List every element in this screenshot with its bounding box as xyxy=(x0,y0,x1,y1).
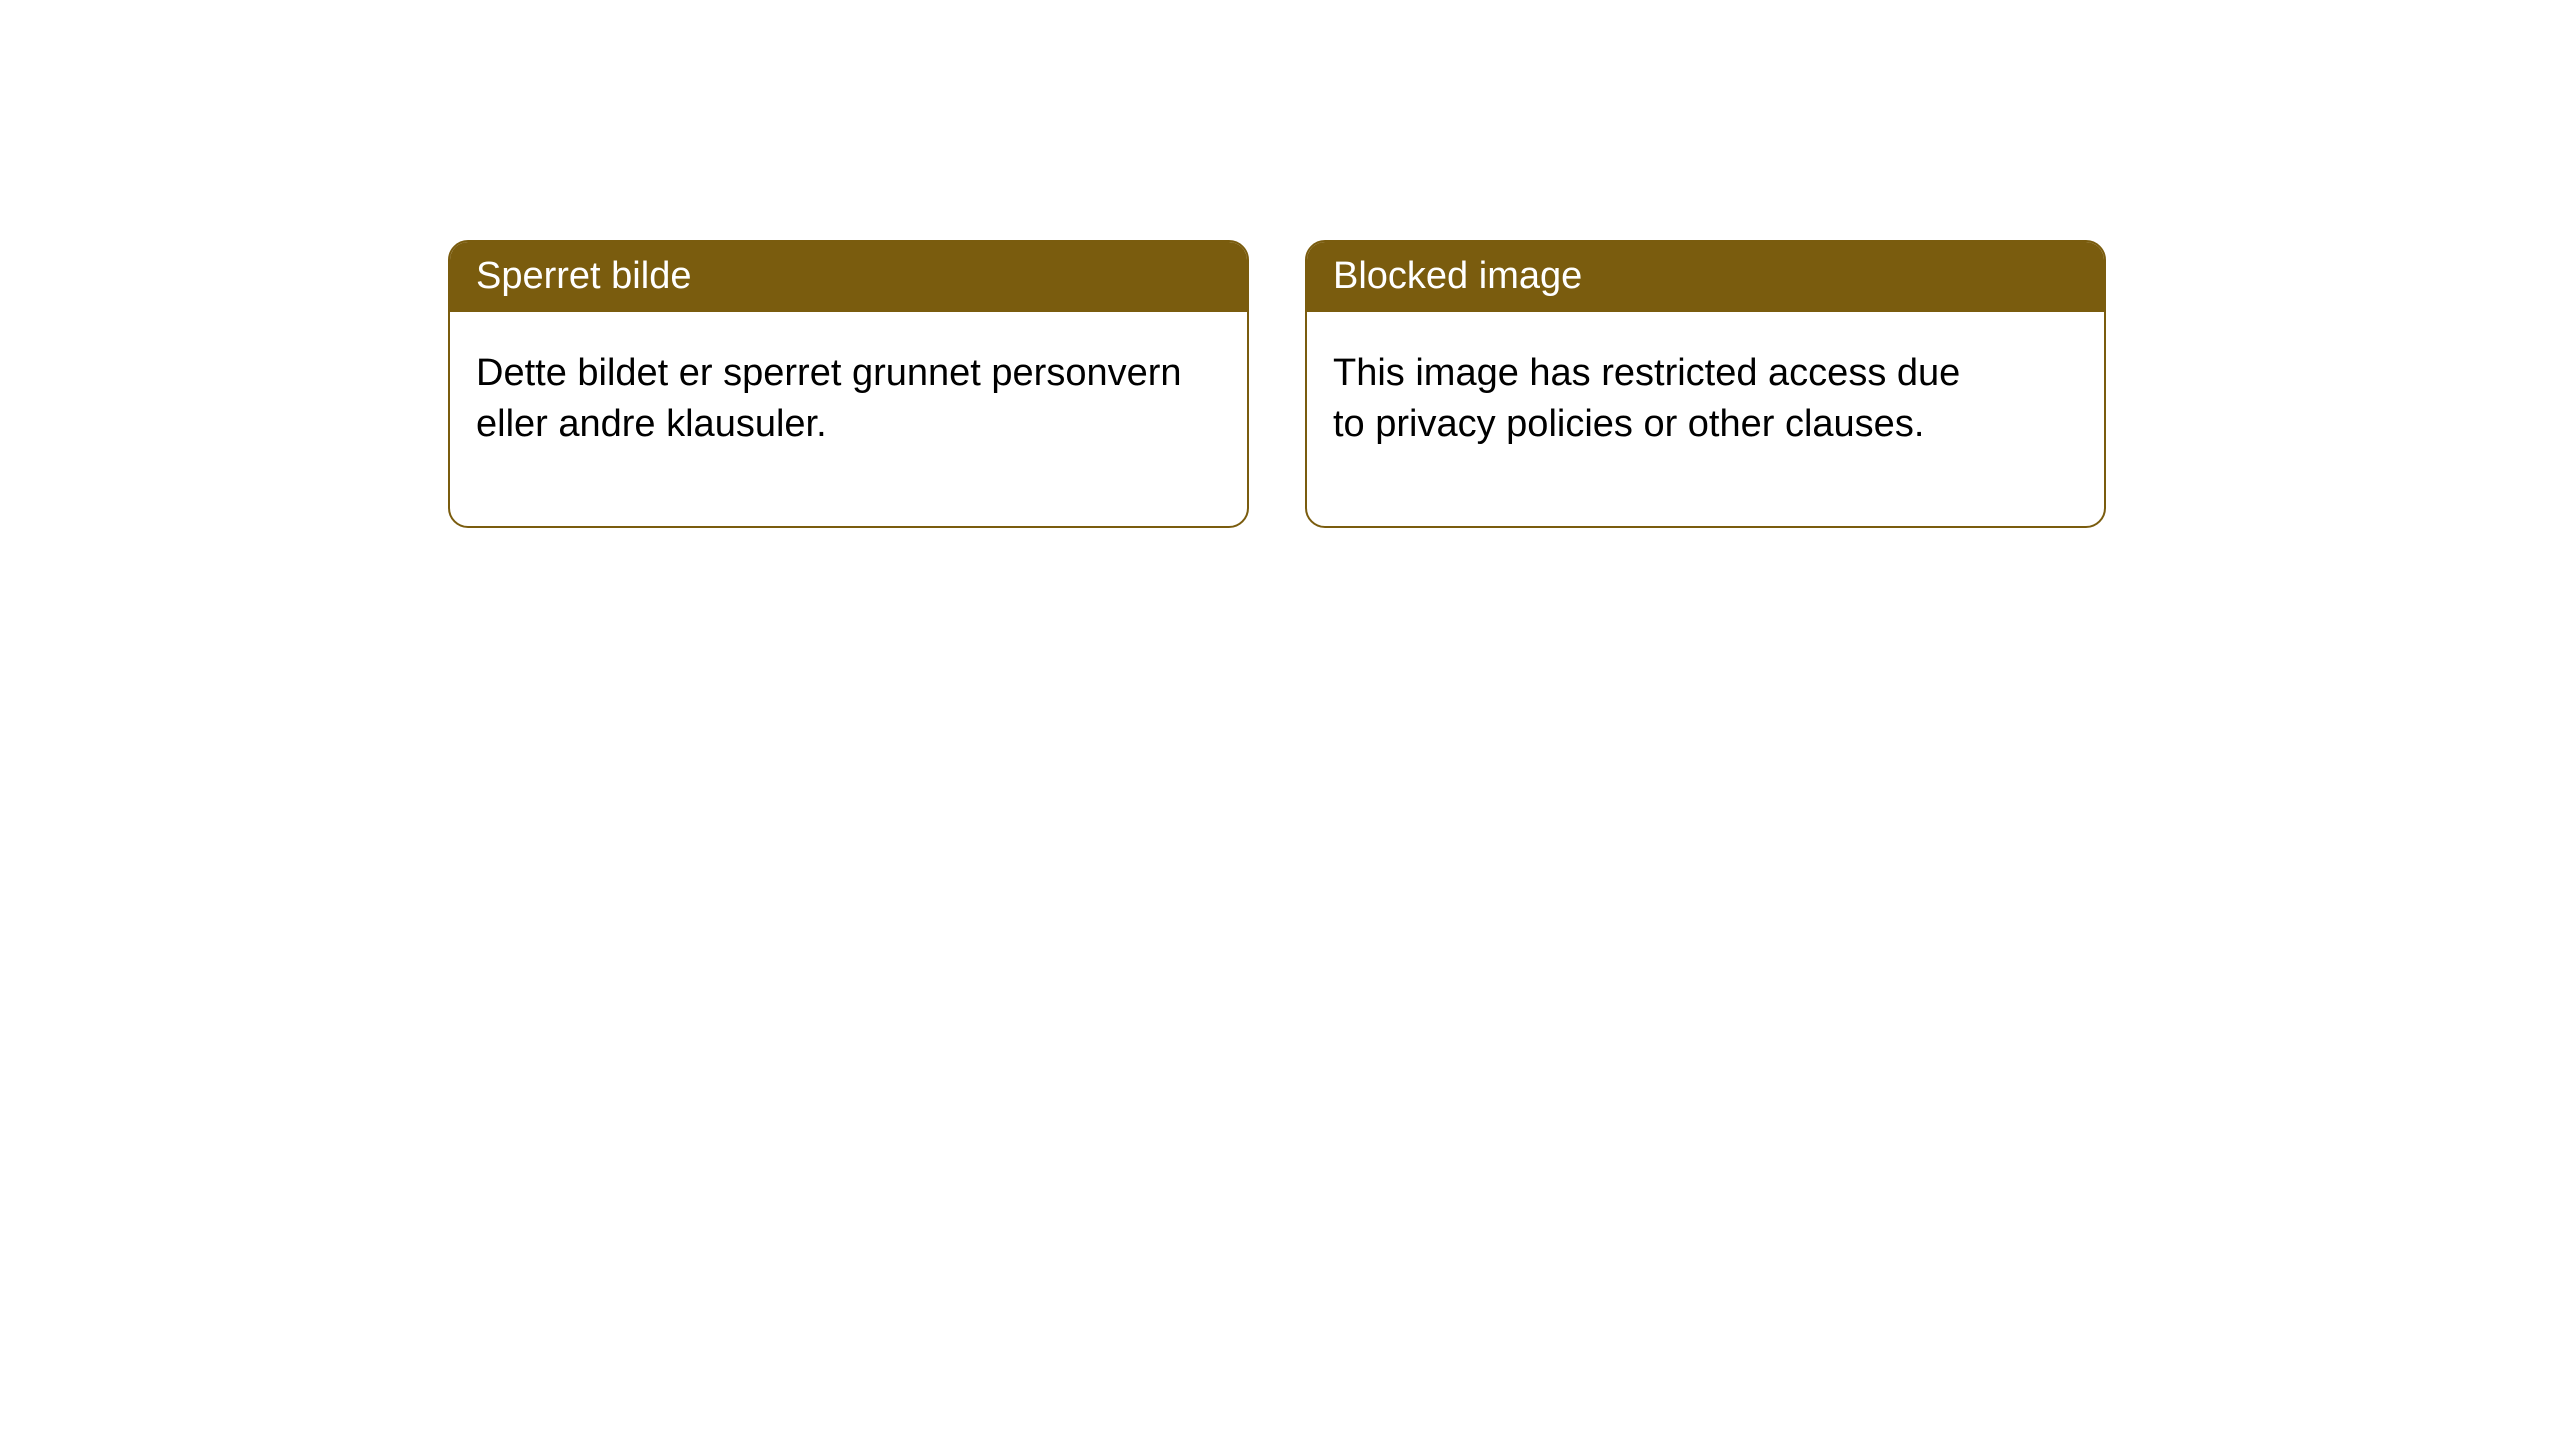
notice-title-no: Sperret bilde xyxy=(450,242,1247,312)
notice-box-english: Blocked image This image has restricted … xyxy=(1305,240,2106,528)
notice-container: Sperret bilde Dette bildet er sperret gr… xyxy=(0,0,2560,528)
notice-body-no: Dette bildet er sperret grunnet personve… xyxy=(450,312,1247,527)
notice-title-en: Blocked image xyxy=(1307,242,2104,312)
notice-box-norwegian: Sperret bilde Dette bildet er sperret gr… xyxy=(448,240,1249,528)
notice-body-en: This image has restricted access due to … xyxy=(1307,312,2104,527)
